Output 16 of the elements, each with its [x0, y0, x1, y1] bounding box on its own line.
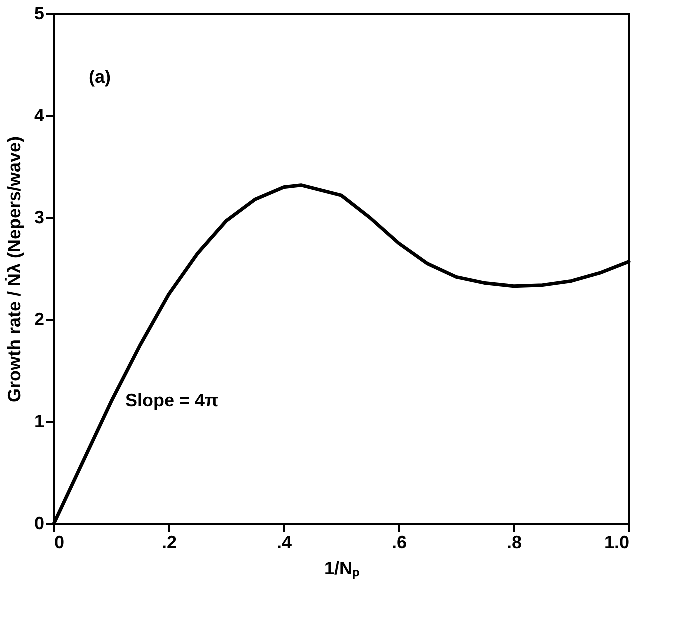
annotation: (a)	[89, 67, 112, 87]
y-tick-label: 1	[34, 412, 44, 432]
annotation: Slope = 4π	[126, 390, 220, 411]
x-tick-label: .6	[392, 532, 408, 552]
y-tick-label: 2	[34, 310, 44, 330]
x-tick-label: 0	[54, 532, 65, 552]
y-axis-title: Growth rate / Ṅλ (Nepers/wave)	[4, 136, 24, 403]
x-tick-label: 1.0	[604, 532, 630, 552]
y-tick-label: 0	[34, 514, 44, 534]
y-tick-label: 3	[34, 208, 44, 228]
x-tick-label: .8	[506, 532, 522, 552]
x-tick-label: .2	[162, 532, 178, 552]
y-tick-label: 5	[34, 4, 44, 24]
x-tick-label: .4	[276, 532, 292, 552]
y-tick-label: 4	[34, 106, 44, 126]
x-axis-title: 1/Nₚ	[324, 558, 360, 580]
